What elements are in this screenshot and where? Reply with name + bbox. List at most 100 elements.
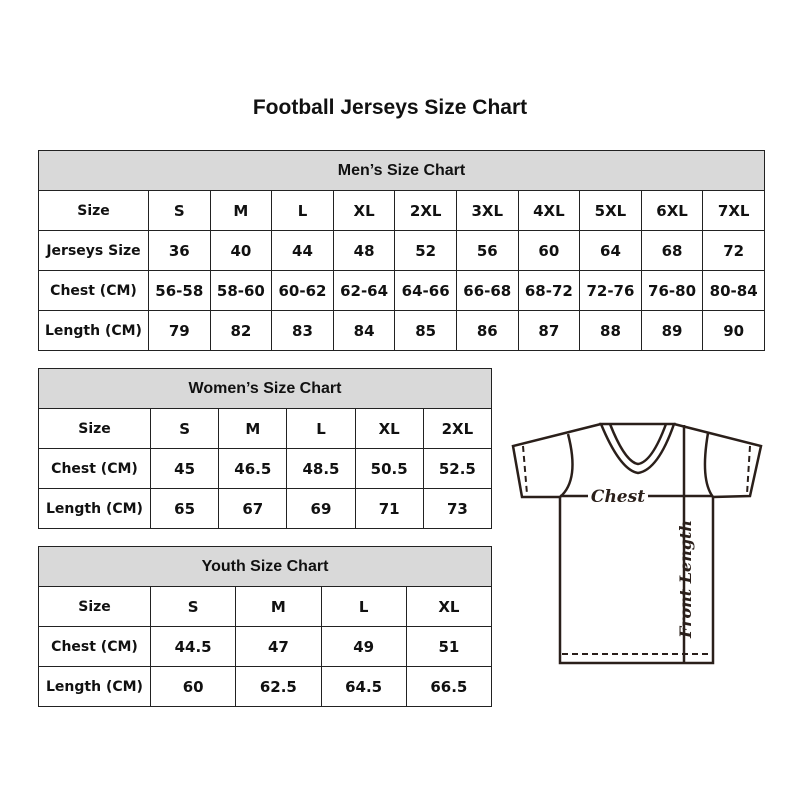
row-label: Jerseys Size [38,230,149,271]
table-cell: 5XL [579,190,642,231]
table-cell: 2XL [422,408,493,449]
table-cell: 4XL [517,190,581,231]
table-cell: 2XL [394,190,457,231]
table-cell: M [218,408,288,449]
table-cell: S [149,408,220,449]
table-cell: XL [405,586,493,627]
table-cell: 89 [640,310,704,351]
table-cell: 85 [394,310,457,351]
table-cell: XL [354,408,424,449]
table-cell: 72 [702,230,765,271]
row-label: Size [38,408,151,449]
table-cell: 80-84 [702,270,765,311]
row-label: Chest (CM) [38,270,149,311]
table-heading: Men’s Size Chart [38,150,765,191]
table-cell: 79 [148,310,211,351]
table-row: Length (CM) 65 67 69 71 73 [38,488,493,529]
table-cell: 64.5 [320,666,407,707]
table-heading: Women’s Size Chart [38,368,492,409]
row-label: Size [38,586,151,627]
row-label: Chest (CM) [38,626,151,667]
table-row: Size S M L XL [38,586,493,627]
table-cell: 44 [271,230,334,271]
table-cell: 66-68 [455,270,519,311]
table-heading: Youth Size Chart [38,546,492,587]
table-cell: 50.5 [354,448,424,489]
table-row: Size S M L XL 2XL [38,408,493,449]
table-cell: 68-72 [517,270,581,311]
table-cell: M [209,190,273,231]
table-cell: 84 [332,310,396,351]
table-heading-row: Youth Size Chart [38,546,492,587]
table-cell: 71 [354,488,424,529]
table-cell: M [235,586,322,627]
table-cell: 60 [517,230,581,271]
table-cell: 82 [209,310,273,351]
row-label: Length (CM) [38,666,151,707]
table-cell: 47 [235,626,322,667]
mens-size-table: Men’s Size Chart Size S M L XL 2XL 3XL 4XL 5XL 6XL… [38,150,765,351]
jersey-diagram: Chest Front Length [511,422,763,665]
table-cell: 62-64 [332,270,396,311]
table-row: Chest (CM) 44.5 47 49 51 [38,626,493,667]
table-cell: S [149,586,237,627]
page-title: Football Jerseys Size Chart [252,96,528,119]
table-cell: XL [332,190,396,231]
table-cell: 64 [579,230,642,271]
table-row: Length (CM) 60 62.5 64.5 66.5 [38,666,493,707]
table-cell: 83 [271,310,334,351]
table-cell: L [271,190,334,231]
table-cell: 69 [286,488,356,529]
table-cell: 87 [517,310,581,351]
table-cell: 56 [455,230,519,271]
table-cell: 44.5 [149,626,237,667]
table-row: Chest (CM) 45 46.5 48.5 50.5 52.5 [38,448,493,489]
table-row: Jerseys Size 36 40 44 48 52 56 60 64 68 72 [38,230,765,271]
table-heading-row: Women’s Size Chart [38,368,492,409]
table-cell: 86 [455,310,519,351]
youth-size-table: Youth Size Chart Size S M L XL Chest (CM) 44.5 4… [38,546,493,707]
womens-size-table: Women’s Size Chart Size S M L XL 2XL Chest (CM)… [38,368,493,529]
table-cell: 90 [702,310,765,351]
table-cell: 73 [422,488,493,529]
table-cell: 7XL [702,190,765,231]
row-label: Size [38,190,149,231]
table-cell: 51 [405,626,493,667]
table-cell: 46.5 [218,448,288,489]
table-cell: 58-60 [209,270,273,311]
row-label: Chest (CM) [38,448,151,489]
front-length-label: Front Length [676,520,695,639]
table-cell: 68 [640,230,704,271]
table-cell: 60-62 [271,270,334,311]
table-cell: 64-66 [394,270,457,311]
table-cell: 40 [209,230,273,271]
table-cell: L [286,408,356,449]
table-cell: 48.5 [286,448,356,489]
chest-label: Chest [591,487,645,507]
row-label: Length (CM) [38,310,149,351]
table-cell: 88 [579,310,642,351]
table-cell: L [320,586,407,627]
table-cell: 3XL [455,190,519,231]
table-heading-row: Men’s Size Chart [38,150,765,191]
table-cell: 67 [218,488,288,529]
table-cell: 48 [332,230,396,271]
row-label: Length (CM) [38,488,151,529]
table-cell: 65 [149,488,220,529]
table-cell: 52.5 [422,448,493,489]
table-row: Length (CM) 79 82 83 84 85 86 87 88 89 90 [38,310,765,351]
table-cell: 60 [149,666,237,707]
table-cell: 56-58 [148,270,211,311]
table-cell: 6XL [640,190,704,231]
table-row: Chest (CM) 56-58 58-60 60-62 62-64 64-66 66-68… [38,270,765,311]
table-cell: 66.5 [405,666,493,707]
table-row: Size S M L XL 2XL 3XL 4XL 5XL 6XL 7XL [38,190,765,231]
table-cell: 49 [320,626,407,667]
table-cell: 36 [148,230,211,271]
table-cell: 62.5 [235,666,322,707]
table-cell: 45 [149,448,220,489]
table-cell: 76-80 [640,270,704,311]
table-cell: 72-76 [579,270,642,311]
table-cell: S [148,190,211,231]
table-cell: 52 [394,230,457,271]
